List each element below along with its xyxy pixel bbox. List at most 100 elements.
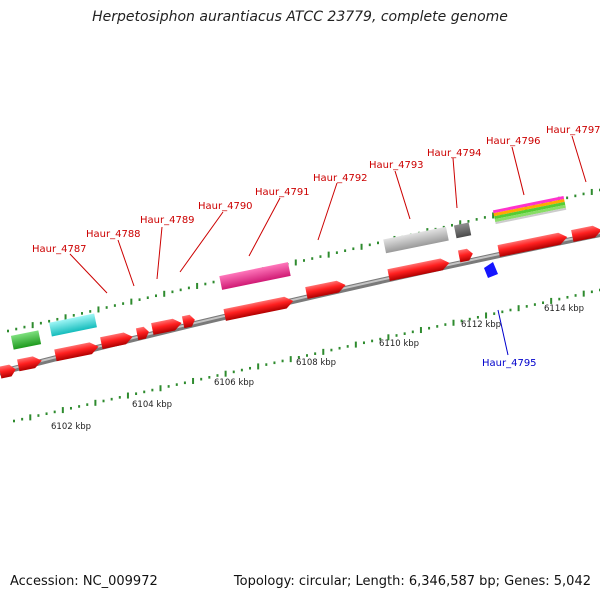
scale-tick [7,329,9,333]
scale-tick [451,223,453,227]
scale-tick [368,243,371,247]
scale-tick [303,259,305,262]
scale-tick [113,304,116,307]
inner-scale-track [13,288,600,423]
scale-tick [395,334,398,337]
red-gene-arrow [457,248,473,263]
scale-tick [183,381,186,385]
scale-tick [81,312,83,315]
gene-feature-green [10,330,42,350]
scale-label: 6102 kbp [51,422,91,432]
scale-tick [97,306,100,313]
scale-tick [151,388,154,392]
red-gene-arrow [54,342,99,362]
gene-label: Haur_4790 [198,201,253,212]
scale-tick [574,194,577,198]
scale-labels: 6102 kbp 6104 kbp 6106 kbp 6108 kbp 6110… [51,304,584,432]
scale-tick [493,312,496,315]
scale-tick [86,403,89,406]
scale-tick [257,363,260,370]
scale-label: 6112 kbp [461,320,501,330]
scale-tick [122,302,125,305]
gene-label: Haur_4788 [86,229,141,240]
scale-tick [23,325,26,329]
scale-tick [48,319,51,323]
scale-tick [39,321,42,325]
scale-tick [550,297,553,304]
scale-tick [533,303,536,306]
scale-tick [37,414,40,417]
gene-feature-cyan [49,313,97,337]
scale-label: 6110 kbp [379,339,419,349]
scale-tick [78,405,81,408]
scale-tick [204,282,207,286]
scale-tick [159,385,162,392]
gene-label: Haur_4794 [427,148,482,159]
red-gene-arrow [223,296,294,321]
label-connector-blue [497,309,509,356]
scale-tick [311,257,314,260]
scale-tick [196,282,199,289]
scale-tick [582,192,585,196]
scale-tick [135,392,138,396]
scale-tick [240,368,243,372]
gene-label: Haur_4797 [546,125,600,136]
scale-tick [208,376,211,379]
gene-label: Haur_4789 [140,215,195,226]
red-gene-arrow [151,318,182,335]
scale-label: 6114 kbp [544,304,584,314]
scale-tick [322,348,325,355]
scale-tick [411,330,414,334]
scale-tick [485,312,488,319]
scale-tick [387,334,390,341]
red-gene-arrow [135,326,149,341]
gene-label: Haur_4795 [482,358,537,369]
gene-label: Haur_4792 [313,173,368,184]
scale-tick [444,323,447,326]
scale-label: 6104 kbp [132,400,172,410]
label-connectors [69,135,587,294]
red-gene-arrow [17,356,42,372]
scale-tick [362,341,365,345]
scale-tick [354,341,357,348]
scale-tick [483,216,486,219]
scale-tick [155,294,157,298]
scale-tick [31,322,34,329]
scale-tick [542,301,545,305]
red-gene-arrow [571,225,600,242]
scale-tick [224,370,227,377]
scale-tick [338,346,341,350]
scale-tick [319,255,322,258]
scale-tick [574,294,577,297]
scale-tick [344,249,347,253]
scale-tick [61,407,64,414]
topology-text: Topology: circular; Length: 6,346,587 bp… [233,574,591,589]
scale-tick [273,361,276,365]
scale-tick [377,241,379,245]
red-gene-arrows [0,225,600,379]
red-gene-arrow [387,258,450,282]
scale-tick [475,218,478,221]
scale-label: 6108 kbp [296,358,336,368]
scale-tick [346,345,349,348]
scale-tick [289,356,292,363]
gene-feature-dark [453,222,472,239]
scale-tick [110,397,113,401]
scale-tick [468,317,471,321]
scale-tick [335,251,338,254]
scale-tick [509,308,512,312]
blue-gene-marker [484,262,498,278]
scale-tick [330,348,333,352]
scale-tick [187,286,190,290]
gene-label: Haur_4791 [255,187,310,198]
scale-tick [501,310,504,314]
scale-tick [517,305,520,312]
scale-tick [69,406,72,410]
scale-tick [467,220,470,223]
scale-tick [419,327,422,334]
scale-tick [582,290,585,297]
scale-tick [167,385,170,388]
scale-tick [126,392,129,399]
scale-tick [13,419,15,423]
